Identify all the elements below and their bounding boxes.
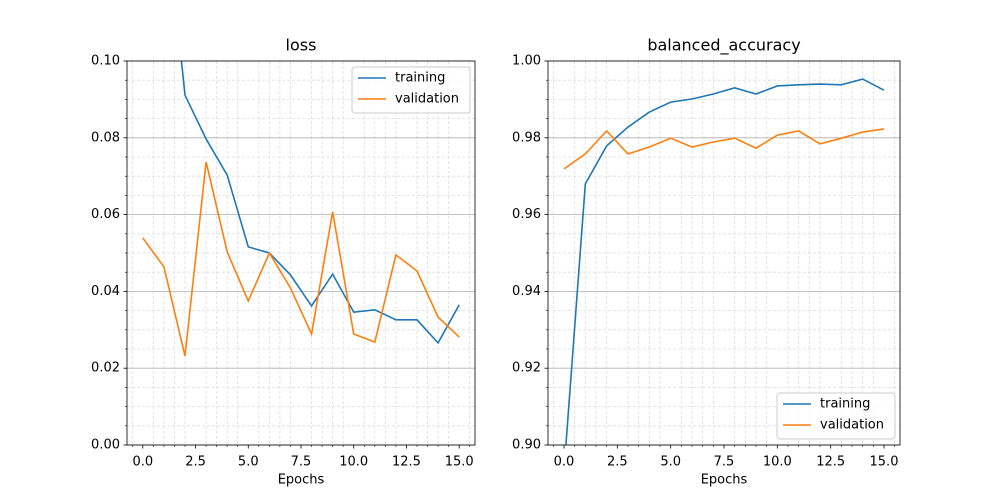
- y-tick-label: 0.94: [512, 284, 541, 299]
- x-tick-label: 12.5: [816, 455, 845, 470]
- x-tick-label: 2.5: [185, 455, 206, 470]
- x-tick-label: 0.0: [554, 455, 575, 470]
- x-tick-label: 12.5: [392, 455, 421, 470]
- x-tick-label: 15.0: [870, 455, 899, 470]
- y-tick-label: 0.10: [91, 54, 120, 69]
- y-tick-label: 0.04: [91, 284, 120, 299]
- x-tick-label: 7.5: [714, 455, 735, 470]
- x-axis-label: Epochs: [278, 473, 325, 488]
- data-line: [563, 128, 885, 170]
- data-line: [142, 161, 460, 357]
- subplot: 0.00 0.02 0.04 0.06 0.08 0.10 0.0 2.5 5.0 7.5 10.0…: [91, 36, 476, 488]
- y-tick-label: 0.08: [91, 130, 120, 145]
- x-tick-label: 5.0: [660, 455, 681, 470]
- y-tick-label: 0.98: [512, 130, 541, 145]
- legend-label: validation: [820, 418, 884, 433]
- legend-label: validation: [395, 92, 459, 107]
- x-tick-label: 15.0: [445, 455, 474, 470]
- x-tick-label: 7.5: [291, 455, 312, 470]
- axes-frame: [547, 60, 901, 446]
- data-line: [180, 61, 460, 345]
- y-tick-label: 1.00: [512, 54, 541, 69]
- subplot: 0.90 0.92 0.94 0.96 0.98 1.00 0.0 2.5 5.0 7.5 10.0…: [512, 36, 901, 488]
- y-tick-label: 0.00: [91, 438, 120, 453]
- y-tick-label: 0.02: [91, 361, 120, 376]
- data-line: [565, 78, 885, 445]
- chart-title: loss: [286, 36, 317, 55]
- y-tick-label: 0.90: [512, 438, 541, 453]
- x-tick-label: 0.0: [132, 455, 153, 470]
- legend-label: training: [820, 397, 870, 412]
- axes-frame: [126, 60, 476, 446]
- y-tick-label: 0.96: [512, 207, 541, 222]
- chart-title: balanced_accuracy: [647, 36, 800, 56]
- y-tick-label: 0.06: [91, 207, 120, 222]
- x-tick-label: 10.0: [763, 455, 792, 470]
- legend-label: training: [395, 71, 445, 86]
- y-tick-label: 0.92: [512, 361, 541, 376]
- x-tick-label: 5.0: [238, 455, 259, 470]
- x-tick-label: 10.0: [339, 455, 368, 470]
- x-axis-label: Epochs: [701, 473, 748, 488]
- x-tick-label: 2.5: [607, 455, 628, 470]
